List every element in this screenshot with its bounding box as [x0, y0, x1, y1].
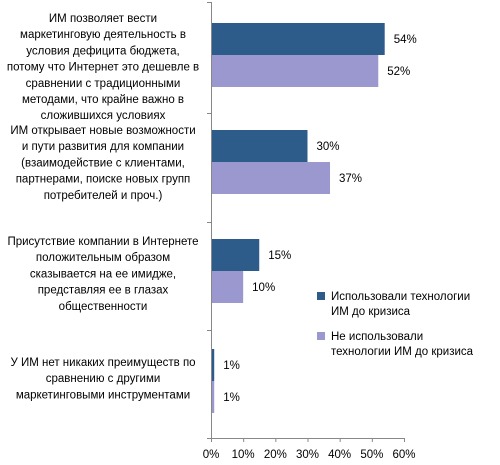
- data-label: 15%: [268, 250, 291, 262]
- category-labels: ИМ позволяет вести маркетинговую деятельн…: [7, 13, 199, 401]
- legend-label: Использовали технологии: [331, 291, 470, 303]
- category-label: сложившихся условиях: [41, 110, 166, 122]
- category-label: (взаимодействие с клиентами,: [21, 157, 185, 169]
- category-label: сравнении с традиционными: [26, 78, 181, 90]
- data-label: 54%: [394, 34, 417, 46]
- category-label: У ИМ нет никаких преимуществ по: [10, 357, 195, 369]
- category-label: потому что Интернет это дешевле в: [7, 62, 199, 74]
- x-tick-label: 20%: [264, 449, 287, 461]
- bars: [211, 23, 385, 413]
- category-label: методами, что крайне важно в: [22, 94, 184, 106]
- category-label: маркетинговыми инструментами: [16, 389, 190, 401]
- bar-used-before-crisis: [211, 23, 385, 55]
- legend-label: технологии ИМ до кризиса: [331, 346, 474, 358]
- legend-swatch: [317, 332, 325, 340]
- category-label: Присутствие компании в Интернете: [7, 236, 198, 248]
- bar-not-used-before-crisis: [211, 55, 379, 87]
- x-tick-label: 0%: [203, 449, 220, 461]
- category-label: представляя ее в глазах: [38, 285, 169, 297]
- category-label: положительным образом: [36, 252, 170, 264]
- data-label: 10%: [252, 282, 275, 294]
- category-label: потребителей и проч.): [44, 190, 163, 202]
- category-label: сравнению с другими: [46, 373, 161, 385]
- category-label: ИМ открывает новые возможности: [10, 125, 195, 137]
- bar-not-used-before-crisis: [211, 381, 215, 413]
- category-label: маркетинговую деятельность в: [20, 29, 186, 41]
- category-label: условия дефицита бюджета,: [26, 45, 179, 57]
- data-label: 1%: [223, 360, 240, 372]
- category-label: общественности: [59, 301, 148, 313]
- bar-used-before-crisis: [211, 239, 260, 271]
- data-label: 1%: [223, 392, 240, 404]
- legend-swatch: [317, 292, 325, 300]
- category-label: ИМ позволяет вести: [49, 13, 157, 25]
- x-tick-label: 40%: [328, 449, 351, 461]
- axes: 0% 10% 20% 30% 40% 50% 60%: [203, 2, 416, 461]
- category-label: сказывается на ее имидже,: [30, 268, 176, 280]
- category-label: партнерами, поиске новых групп: [16, 174, 191, 186]
- legend: Использовали технологии ИМ до кризиса Не и…: [317, 291, 474, 358]
- bar-not-used-before-crisis: [211, 271, 244, 303]
- data-labels: 54% 30% 15% 1% 52% 37% 10% 1%: [223, 34, 417, 404]
- category-label: и пути развития для компании: [22, 141, 184, 153]
- data-label: 37%: [339, 173, 362, 185]
- bar-used-before-crisis: [211, 349, 215, 381]
- x-tick-label: 10%: [232, 449, 255, 461]
- legend-label: ИМ до кризиса: [331, 306, 411, 318]
- bar-not-used-before-crisis: [211, 162, 331, 194]
- x-tick-label: 60%: [392, 449, 415, 461]
- x-tick-label: 50%: [360, 449, 383, 461]
- legend-label: Не использовали: [331, 331, 423, 343]
- data-label: 30%: [317, 141, 340, 153]
- data-label: 52%: [387, 66, 410, 78]
- x-tick-label: 30%: [296, 449, 319, 461]
- bar-used-before-crisis: [211, 130, 308, 162]
